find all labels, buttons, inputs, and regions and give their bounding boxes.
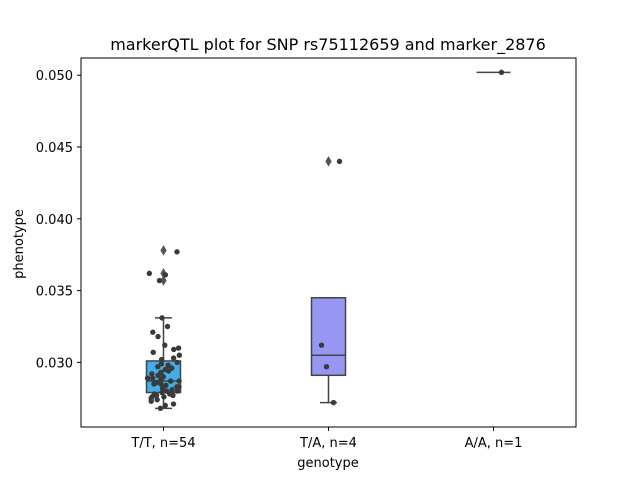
data-point xyxy=(159,315,165,321)
data-point xyxy=(155,372,161,379)
data-point xyxy=(318,342,325,348)
outlier-marker xyxy=(160,245,167,256)
data-point xyxy=(158,381,164,387)
data-point xyxy=(150,329,156,335)
data-point xyxy=(164,323,171,330)
x-tick-label: A/A, n=1 xyxy=(465,436,523,451)
data-point xyxy=(162,402,168,409)
data-point xyxy=(176,352,183,358)
data-point xyxy=(146,270,153,277)
box-iqr xyxy=(310,297,347,377)
data-point xyxy=(153,392,160,399)
outlier-marker xyxy=(160,275,167,286)
data-point xyxy=(161,394,167,400)
x-tick-label: T/T, n=54 xyxy=(130,436,195,451)
data-point xyxy=(150,349,156,356)
data-point xyxy=(170,401,177,407)
data-point xyxy=(149,371,155,377)
data-point xyxy=(157,405,164,412)
data-point xyxy=(148,398,154,404)
data-point xyxy=(158,376,164,383)
data-point xyxy=(169,386,175,393)
data-point xyxy=(498,69,505,76)
data-point xyxy=(151,381,157,387)
data-point xyxy=(165,362,171,368)
y-tick-label: 0.045 xyxy=(36,141,73,156)
data-point xyxy=(159,385,166,391)
data-point xyxy=(162,272,169,278)
data-point xyxy=(154,397,160,403)
data-point xyxy=(175,345,182,351)
data-point xyxy=(174,359,180,366)
data-point xyxy=(144,375,151,381)
data-point xyxy=(159,389,165,396)
data-point xyxy=(174,249,180,255)
data-point xyxy=(156,277,163,284)
y-axis-label: phenotype xyxy=(12,209,27,279)
data-point xyxy=(158,356,165,363)
data-point xyxy=(162,342,168,348)
x-tick-label: T/A, n=4 xyxy=(299,436,357,451)
data-point xyxy=(330,399,337,406)
data-point xyxy=(170,355,177,361)
data-point xyxy=(176,378,182,384)
data-point xyxy=(149,375,156,381)
data-point xyxy=(155,333,161,340)
data-point xyxy=(171,346,177,353)
y-tick-label: 0.030 xyxy=(36,356,73,371)
data-point xyxy=(336,158,343,165)
data-point xyxy=(174,384,180,390)
data-point xyxy=(155,363,161,370)
data-point xyxy=(170,392,176,399)
chart-title: markerQTL plot for SNP rs75112659 and ma… xyxy=(110,35,546,55)
x-axis-label: genotype xyxy=(297,456,358,471)
data-point xyxy=(174,388,181,394)
y-tick-label: 0.050 xyxy=(36,69,73,84)
y-tick-label: 0.035 xyxy=(36,285,73,300)
outlier-marker xyxy=(325,156,332,167)
data-point xyxy=(323,363,330,370)
data-point xyxy=(165,368,172,374)
y-tick-label: 0.040 xyxy=(36,213,73,228)
data-point xyxy=(167,378,174,384)
